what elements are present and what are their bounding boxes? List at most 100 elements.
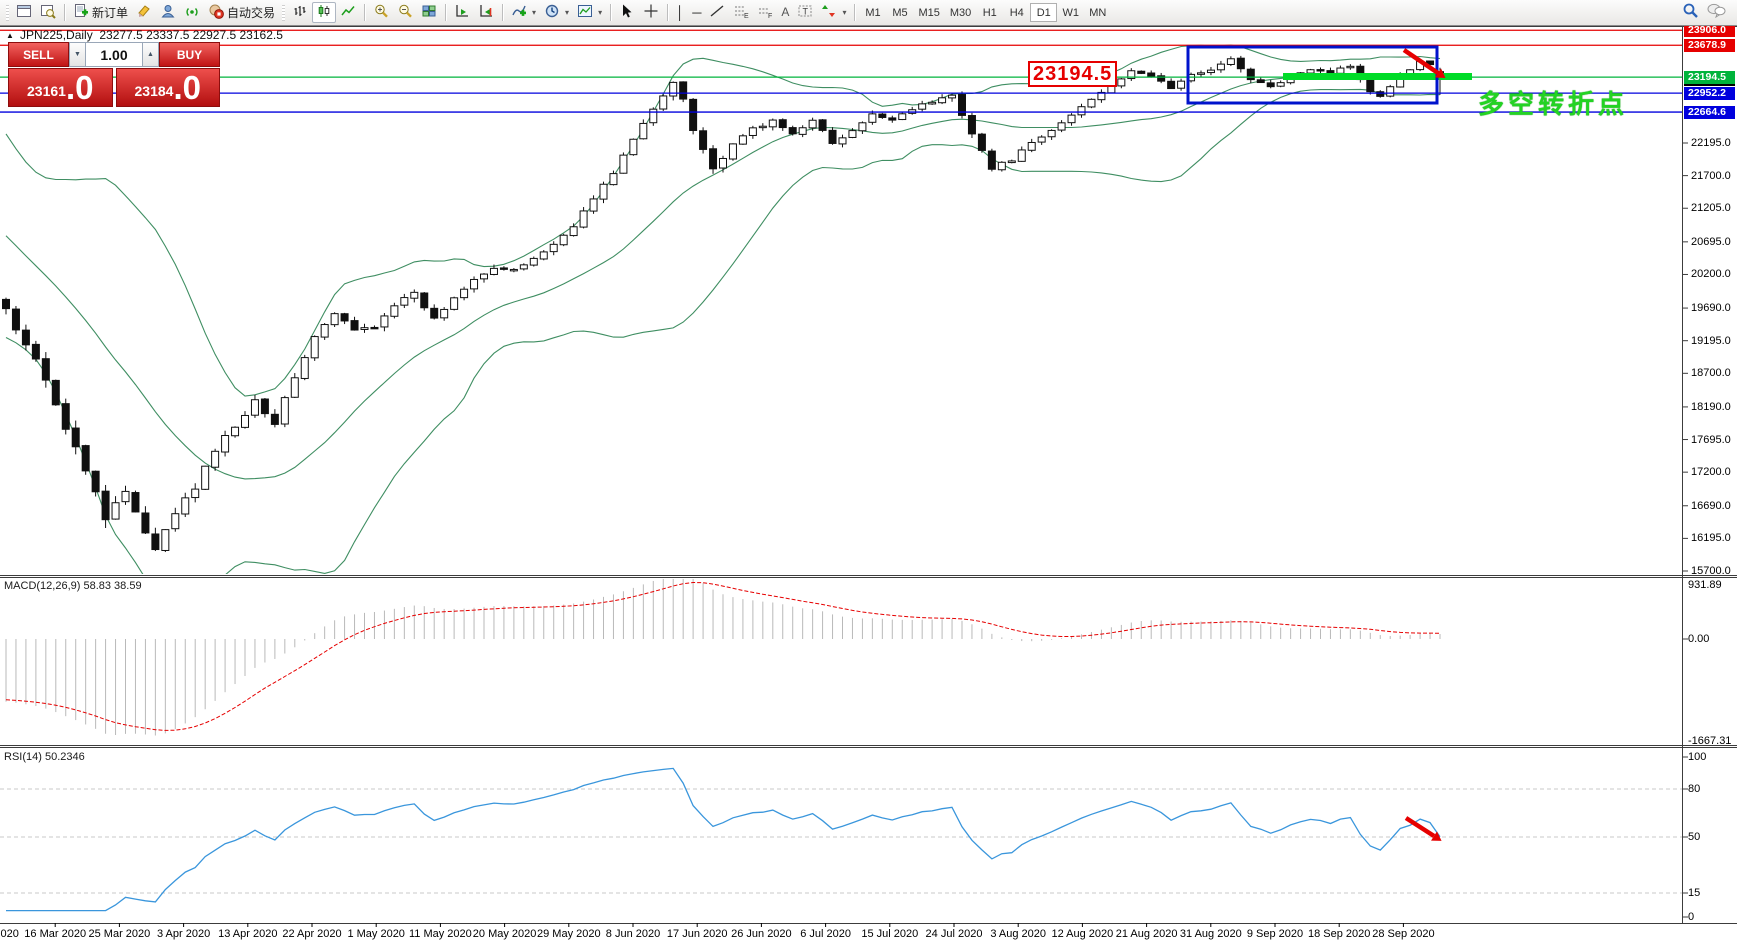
price-tick: 19690.0 xyxy=(1691,302,1731,315)
buy-button[interactable]: BUY xyxy=(159,42,220,67)
channel-button[interactable]: F xyxy=(753,2,777,23)
trendline-button[interactable] xyxy=(705,2,729,23)
sell-price-fraction: .0 xyxy=(65,69,94,106)
tile-windows-button[interactable] xyxy=(417,2,441,23)
separator xyxy=(667,4,669,21)
indicators-button[interactable] xyxy=(507,2,540,23)
horizontal-line-icon: ─ xyxy=(692,5,702,20)
channel-icon: F xyxy=(757,3,773,22)
signals-button[interactable] xyxy=(180,2,204,23)
volume-decrease-button[interactable]: ▼ xyxy=(69,42,86,67)
timeframe-M30[interactable]: M30 xyxy=(949,6,972,19)
svg-text:T: T xyxy=(803,7,809,17)
panel-collapse-icon[interactable]: ▲ xyxy=(6,31,14,40)
text-icon: A xyxy=(781,5,790,19)
fibonacci-icon: E xyxy=(733,3,749,22)
new-order-label: 新订单 xyxy=(92,6,129,20)
timeframe-MN[interactable]: MN xyxy=(1089,6,1107,19)
timeframe-H1[interactable]: H1 xyxy=(982,6,997,19)
buy-price[interactable]: 23184 .0 xyxy=(115,68,220,107)
macd-axis-max: 931.89 xyxy=(1688,579,1722,591)
date-label: 25 Mar 2020 xyxy=(88,928,151,940)
volume-input[interactable] xyxy=(86,42,142,67)
date-label: 20 May 2020 xyxy=(472,928,537,940)
signals-icon xyxy=(184,3,200,22)
chart-shift-button[interactable] xyxy=(474,2,498,23)
styler-button[interactable] xyxy=(132,2,156,23)
price-tick: 18700.0 xyxy=(1691,367,1731,380)
date-label: 28 Sep 2020 xyxy=(1372,928,1435,940)
data-window-button[interactable] xyxy=(36,2,60,23)
zoom-in-button[interactable] xyxy=(369,2,393,23)
vertical-line-button[interactable]: │ xyxy=(672,2,688,23)
arrows-icon xyxy=(821,3,837,22)
sell-price[interactable]: 23161 .0 xyxy=(8,68,113,107)
date-label: 6 Jul 2020 xyxy=(800,928,851,940)
crosshair-button[interactable] xyxy=(639,2,663,23)
price-tick: 16195.0 xyxy=(1691,532,1731,545)
candlestick-chart-button[interactable] xyxy=(312,2,337,23)
price-flag: 23678.9 xyxy=(1684,38,1735,52)
turning-point-text[interactable]: 多空转折点 xyxy=(1478,89,1629,119)
date-label: 3 Aug 2020 xyxy=(990,928,1047,940)
date-label: 22 Apr 2020 xyxy=(282,928,342,940)
toolbar-grip[interactable] xyxy=(6,4,9,21)
separator xyxy=(610,4,612,21)
separator xyxy=(854,4,856,21)
periods-button[interactable] xyxy=(540,2,573,23)
price-tick: 17200.0 xyxy=(1691,466,1731,479)
date-label: 9 Sep 2020 xyxy=(1246,928,1304,940)
templates-icon xyxy=(577,3,593,22)
templates-button[interactable] xyxy=(573,2,606,23)
volume-increase-button[interactable]: ▲ xyxy=(142,42,159,67)
chart-title: JPN225,Daily 23277.5 23337.5 22927.5 231… xyxy=(20,28,283,42)
chart-shift-icon xyxy=(478,3,494,22)
timeframe-M5[interactable]: M5 xyxy=(892,6,908,19)
price-tick: 19195.0 xyxy=(1691,334,1731,347)
auto-scroll-button[interactable] xyxy=(450,2,474,23)
price-tick: 20695.0 xyxy=(1691,235,1731,248)
text-button[interactable]: A xyxy=(777,2,793,23)
separator xyxy=(64,4,65,21)
timeframe-M1[interactable]: M1 xyxy=(865,6,881,19)
timeframe-D1[interactable]: D1 xyxy=(1030,3,1058,22)
price-tick: 21700.0 xyxy=(1691,169,1731,182)
line-chart-button[interactable] xyxy=(336,2,360,23)
date-label: 29 May 2020 xyxy=(536,928,601,940)
timeframe-W1[interactable]: W1 xyxy=(1062,6,1080,19)
accounts-button[interactable] xyxy=(156,2,180,23)
rsi-axis-value: 15 xyxy=(1688,887,1701,899)
sell-button[interactable]: SELL xyxy=(8,42,69,67)
arrows-button[interactable] xyxy=(817,2,850,23)
timeframe-group: M1 M5 M15 M30 H1 H4 D1 W1 MN xyxy=(859,3,1111,22)
timeframe-M15[interactable]: M15 xyxy=(918,6,940,19)
horizontal-line-button[interactable]: ─ xyxy=(688,2,705,23)
price-tick: 20200.0 xyxy=(1691,268,1731,281)
chat-icon[interactable] xyxy=(1707,2,1726,23)
cursor-button[interactable] xyxy=(615,2,639,23)
search-icon[interactable] xyxy=(1682,2,1699,24)
price-callout[interactable]: 23194.5 xyxy=(1028,61,1118,87)
timeframe-H4[interactable]: H4 xyxy=(1009,6,1024,19)
price-flag: 22952.2 xyxy=(1684,86,1735,100)
price-tick: 17695.0 xyxy=(1691,433,1731,446)
zoom-out-button[interactable] xyxy=(393,2,417,23)
new-order-button[interactable]: 新订单 xyxy=(69,2,132,23)
date-label: 1 May 2020 xyxy=(347,928,405,940)
fibonacci-button[interactable]: E xyxy=(729,2,753,23)
one-click-trade-panel: SELL ▼ ▲ BUY 23161 .0 23184 .0 xyxy=(8,42,220,107)
macd-axis-min: -1667.31 xyxy=(1688,735,1732,747)
date-label: 17 Jun 2020 xyxy=(666,928,728,940)
autotrade-icon xyxy=(208,3,224,22)
new-window-button[interactable] xyxy=(12,2,36,23)
toolbar-grip[interactable] xyxy=(282,4,286,21)
rsi-axis-value: 0 xyxy=(1688,911,1695,923)
date-label: 24 Jul 2020 xyxy=(925,928,983,940)
text-label-button[interactable]: T xyxy=(793,2,817,23)
price-flag: 23194.5 xyxy=(1684,70,1735,84)
new-order-icon xyxy=(73,3,89,22)
vertical-line-icon: │ xyxy=(676,5,685,20)
bar-chart-button[interactable] xyxy=(288,2,312,23)
autotrade-button[interactable]: 自动交易 xyxy=(204,2,279,23)
